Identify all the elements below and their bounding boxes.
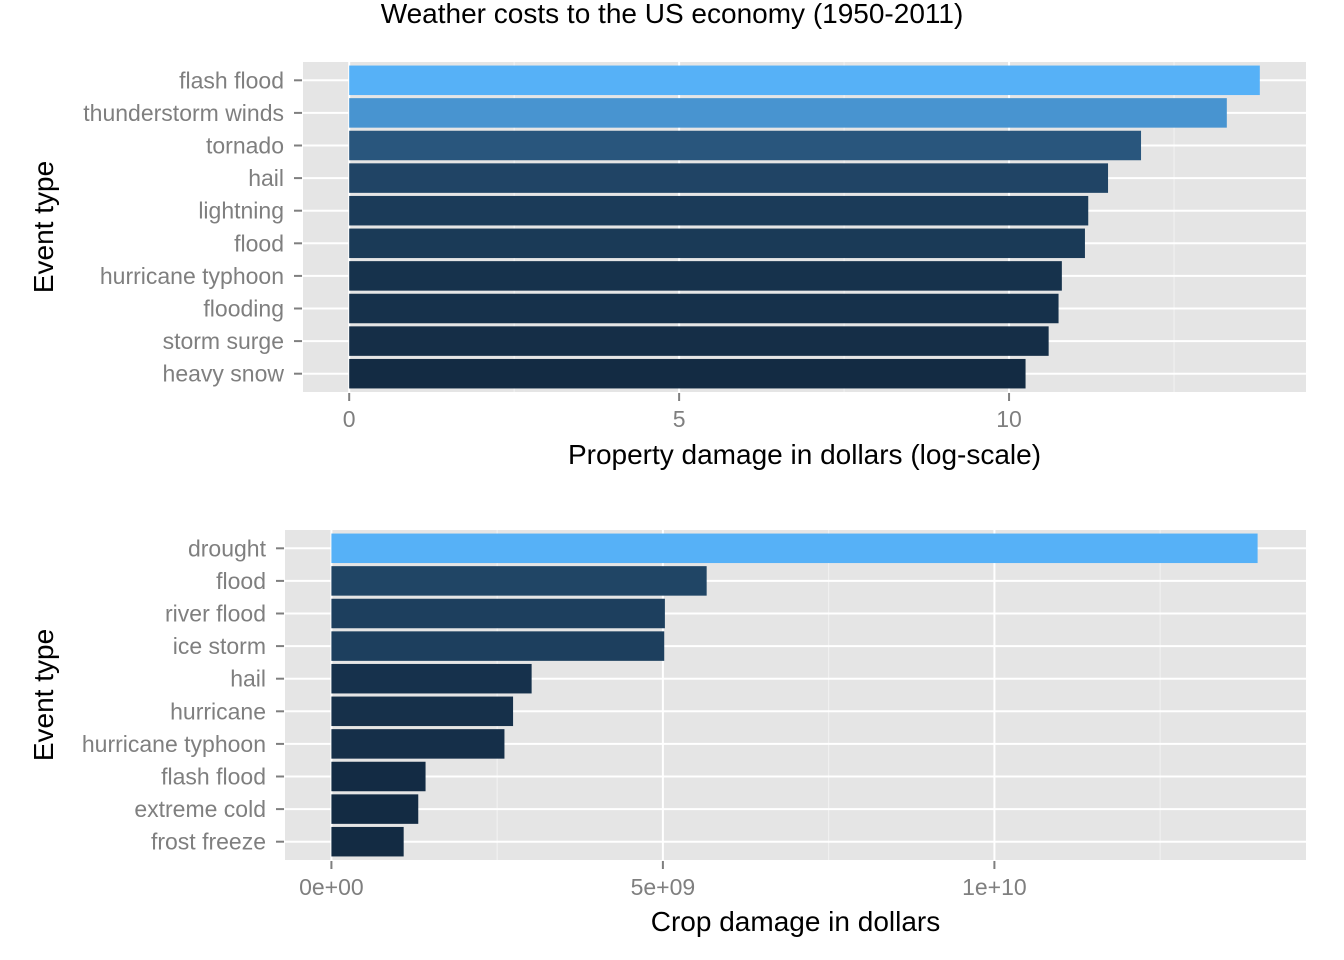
y-tick-label: flood [234, 230, 284, 256]
bar-hail [331, 663, 532, 694]
bar-flash-flood [331, 761, 426, 792]
x-tick-label: 0e+00 [299, 874, 364, 900]
x-tick-label: 0 [343, 406, 356, 432]
bar-river-flood [331, 598, 665, 629]
bar-storm-surge [349, 326, 1049, 356]
bar-flood [349, 228, 1085, 259]
y-tick-label: flooding [203, 296, 284, 322]
bar-flash-flood [349, 65, 1260, 96]
bar-extreme-cold [331, 794, 419, 824]
bar-flooding [349, 293, 1059, 324]
x-tick-label: 5 [673, 406, 686, 432]
y-tick-label: hurricane typhoon [100, 263, 284, 289]
bar-ice-storm [331, 631, 665, 661]
bar-lightning [349, 195, 1089, 226]
bar-frost-freeze [331, 826, 404, 857]
y-tick-label: hurricane typhoon [82, 731, 266, 757]
y-tick-label: storm surge [163, 328, 284, 354]
y-tick-label: hail [248, 165, 284, 191]
y-tick-label: flood [216, 568, 266, 594]
bar-thunderstorm-winds [349, 98, 1227, 128]
x-axis-label: Crop damage in dollars [651, 906, 941, 937]
y-tick-label: tornado [206, 133, 284, 159]
y-tick-label: extreme cold [134, 796, 266, 822]
y-axis-label: Event type [28, 161, 59, 293]
bar-flood [331, 566, 707, 596]
y-tick-label: flash flood [161, 764, 266, 790]
y-tick-label: hurricane [170, 698, 266, 724]
x-tick-label: 1e+10 [962, 874, 1027, 900]
bar-hail [349, 163, 1109, 193]
y-tick-label: frost freeze [151, 829, 266, 855]
bar-heavy-snow [349, 358, 1026, 389]
bar-drought [331, 533, 1258, 564]
y-tick-label: heavy snow [163, 361, 285, 387]
y-tick-label: ice storm [173, 633, 266, 659]
bar-tornado [349, 130, 1142, 161]
bar-hurricane [331, 696, 514, 727]
bar-hurricane-typhoon [331, 729, 505, 759]
chart-title: Weather costs to the US economy (1950-20… [380, 0, 964, 29]
y-tick-label: hail [230, 666, 266, 692]
y-tick-label: thunderstorm winds [83, 100, 284, 126]
x-axis-label: Property damage in dollars (log-scale) [568, 439, 1041, 470]
x-tick-label: 5e+09 [631, 874, 696, 900]
y-tick-label: flash flood [179, 67, 284, 93]
bar-hurricane-typhoon [349, 261, 1062, 291]
y-tick-label: river flood [165, 601, 266, 627]
x-tick-label: 10 [996, 406, 1022, 432]
y-tick-label: drought [188, 535, 267, 561]
y-axis-label: Event type [28, 629, 59, 761]
y-tick-label: lightning [198, 198, 284, 224]
